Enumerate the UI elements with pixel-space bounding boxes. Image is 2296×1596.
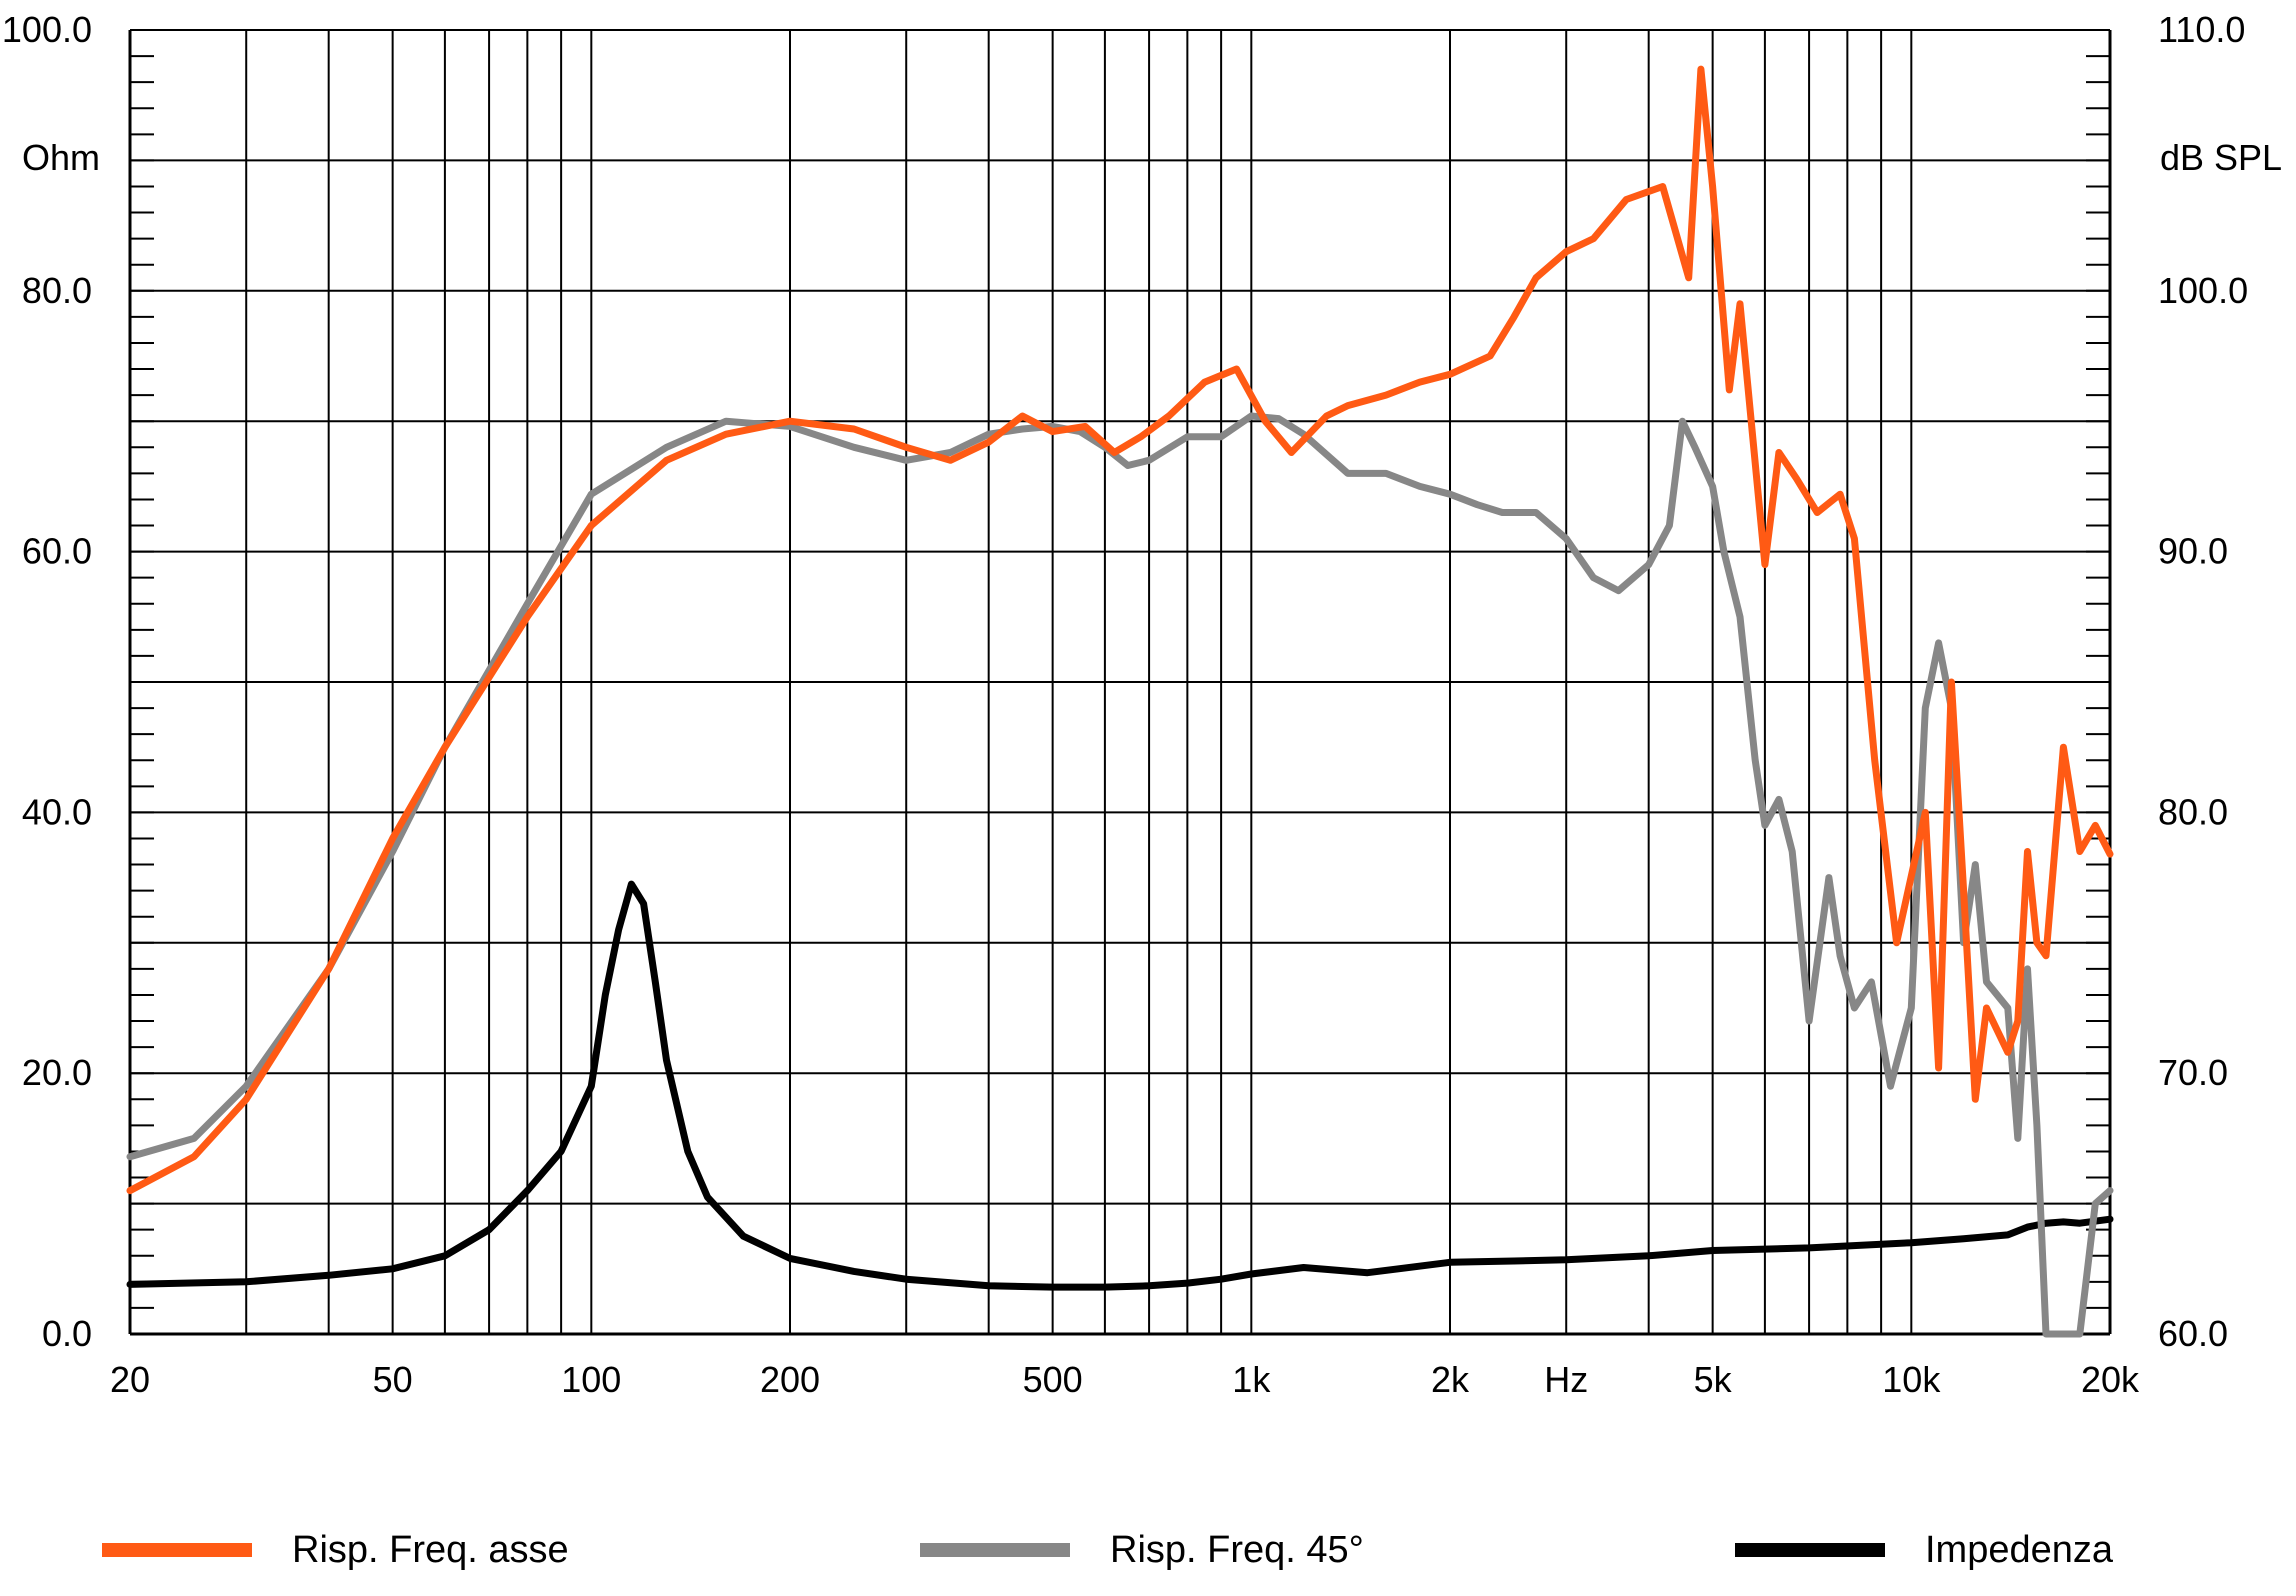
tick-labels: 20 50 100 200 500 1k 2k Hz 5k 10k 20k 0.0 20.0 40.0 60… [2, 9, 2248, 1400]
legend-swatch-45deg [920, 1543, 1070, 1557]
y-right-tick-label: 70.0 [2158, 1052, 2228, 1093]
minor-ticks [130, 29, 2110, 1335]
y-left-tick-label: 100.0 [2, 9, 92, 50]
grid [129, 29, 2111, 1335]
x-tick-label: 100 [561, 1359, 621, 1400]
x-tick-label: 20 [110, 1359, 150, 1400]
legend-label-axis: Risp. Freq. asse [292, 1528, 569, 1571]
y-left-tick-label: 20.0 [22, 1052, 92, 1093]
x-tick-label: Hz [1544, 1359, 1588, 1400]
legend-swatch-axis [102, 1543, 252, 1557]
x-tick-label: 10k [1882, 1359, 1941, 1400]
legend-swatch-impedance [1735, 1543, 1885, 1557]
x-tick-label: 5k [1694, 1359, 1733, 1400]
legend-item-45deg: Risp. Freq. 45° [920, 1520, 1364, 1580]
x-tick-label: 500 [1023, 1359, 1083, 1400]
x-tick-label: 200 [760, 1359, 820, 1400]
legend-label-45deg: Risp. Freq. 45° [1110, 1528, 1364, 1571]
y-right-axis-label: dB SPL [2160, 137, 2282, 178]
y-right-tick-label: 100.0 [2158, 270, 2248, 311]
x-tick-label: 50 [373, 1359, 413, 1400]
y-right-tick-label: 90.0 [2158, 531, 2228, 572]
legend-item-axis: Risp. Freq. asse [102, 1520, 569, 1580]
legend-label-impedance: Impedenza [1925, 1528, 2114, 1571]
plot-frame [128, 30, 2112, 1336]
y-left-tick-label: 60.0 [22, 531, 92, 572]
y-right-tick-label: 60.0 [2158, 1313, 2228, 1354]
y-right-tick-label: 110.0 [2158, 9, 2245, 50]
x-tick-label: 20k [2081, 1359, 2140, 1400]
y-right-tick-label: 80.0 [2158, 791, 2228, 832]
y-left-axis-label: Ohm [22, 137, 100, 178]
series-line-axis [126, 65, 2114, 1195]
y-left-tick-label: 0.0 [42, 1313, 92, 1354]
y-left-tick-label: 80.0 [22, 270, 92, 311]
y-left-tick-label: 40.0 [22, 791, 92, 832]
frequency-response-chart: 20 50 100 200 500 1k 2k Hz 5k 10k 20k 0.0 20.0 40.0 60… [2, 9, 2282, 1400]
series-line-45deg [126, 412, 2114, 1338]
legend-item-impedance: Impedenza [1735, 1520, 2113, 1580]
x-tick-label: 1k [1232, 1359, 1271, 1400]
series-lines [126, 65, 2114, 1338]
series-line-impedance [126, 880, 2114, 1291]
x-tick-label: 2k [1431, 1359, 1470, 1400]
